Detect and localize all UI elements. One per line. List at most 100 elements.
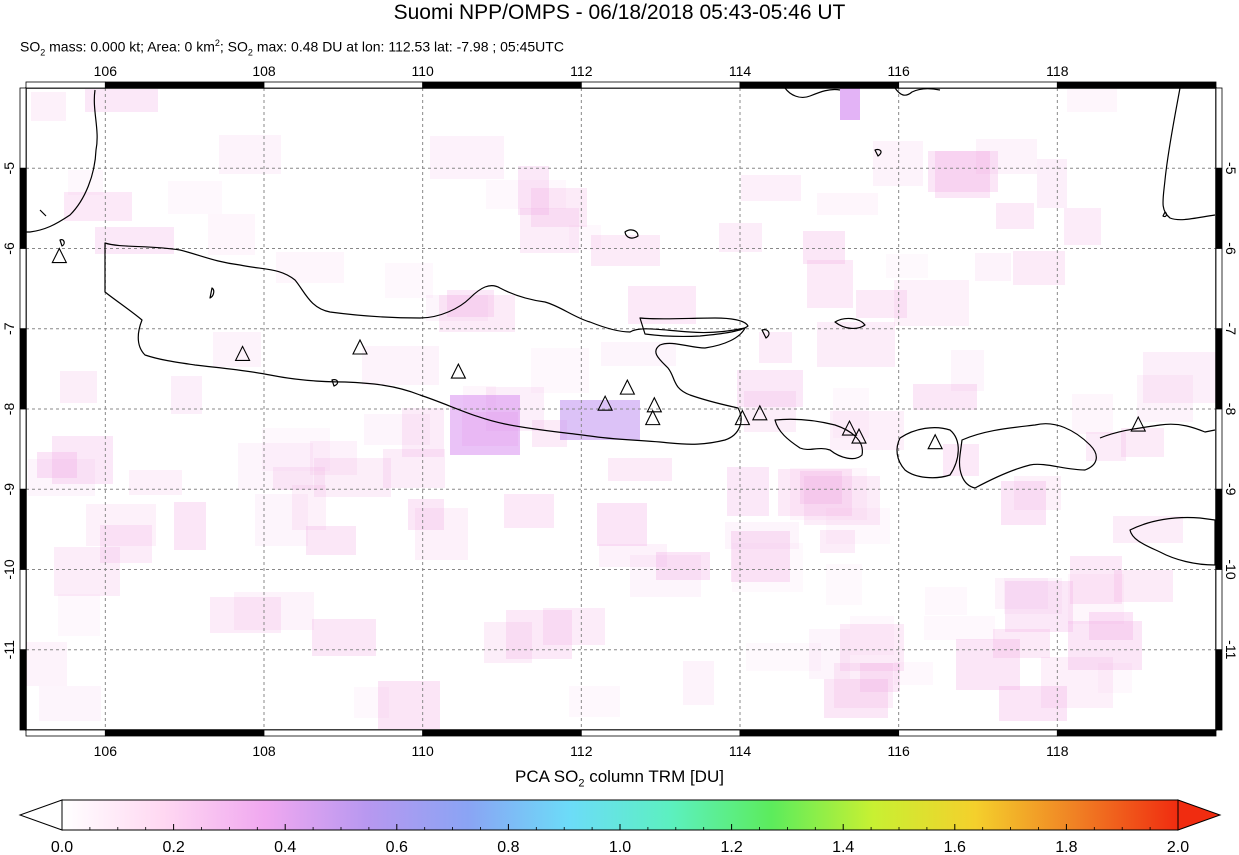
frame-bar-top [422, 81, 582, 89]
so2-pixel [924, 616, 995, 640]
volcano-icon [234, 345, 251, 361]
so2-pixel [925, 587, 967, 615]
so2-pixel [234, 592, 314, 630]
lon-tick-label-top: 116 [888, 63, 911, 79]
so2-pixel [504, 494, 554, 528]
so2-pixel [385, 263, 433, 298]
lat-tick-label-left: -6 [1, 242, 17, 255]
so2-pixel [778, 469, 852, 516]
so2-pixel [956, 639, 1020, 690]
coastline-java [104, 242, 746, 445]
coastline-sumba [1129, 516, 1216, 566]
volcano-icon [597, 394, 614, 411]
colorbar-tick-label: 1.4 [832, 839, 854, 855]
so2-pixel [1001, 481, 1046, 525]
coastline-small-islands [39, 148, 1168, 387]
colorbar-tick-label: 0.4 [274, 839, 296, 855]
colorbar-tick-label: 0.8 [497, 839, 519, 855]
so2-pixel [95, 227, 174, 254]
so2-pixel [1114, 570, 1173, 602]
colorbar-under-arrow [18, 799, 63, 831]
coastline-madura [639, 317, 749, 337]
colorbar-tick-label: 0.2 [162, 839, 184, 855]
so2-pixel [1143, 352, 1221, 403]
frame-bar-right [1215, 248, 1223, 330]
so2-pixel [1070, 556, 1122, 604]
so2-pixel [60, 371, 97, 403]
so2-pixel [809, 629, 850, 679]
so2-pixel [31, 92, 66, 121]
so2-pixel [1014, 476, 1061, 510]
colorbar-tick-label: 1.6 [944, 839, 966, 855]
so2-pixel [759, 332, 792, 363]
so2-pixel [820, 530, 855, 553]
volcano-icon [1130, 415, 1147, 432]
so2-pixel [591, 235, 660, 266]
so2-pixel [52, 436, 113, 484]
frame-bar-left [19, 408, 27, 490]
volcano-layer [51, 247, 1147, 450]
frame-bar-bottom [898, 729, 1058, 737]
frame-bar-right [1215, 328, 1223, 410]
so2-pixel [746, 643, 821, 671]
volcano-icon [927, 433, 944, 450]
so2-pixel [219, 135, 281, 174]
lat-tick-label-right: -10 [1223, 559, 1239, 579]
frame-bar-bottom [104, 729, 265, 737]
volcano-icon [851, 427, 867, 444]
lon-tick-label-bottom: 116 [888, 743, 911, 759]
lat-tick-label-right: -7 [1223, 323, 1239, 336]
frame-bar-right [1215, 649, 1223, 731]
so2-pixel [860, 663, 900, 692]
so2-pixel [656, 552, 710, 580]
so2-pixel [415, 508, 468, 560]
frame-bar-bottom [422, 729, 582, 737]
so2-pixel [840, 88, 860, 120]
lon-tick-label-bottom: 112 [570, 743, 593, 759]
coastline-layer [25, 87, 1216, 566]
so2-summary: SO2 mass: 0.000 kt; Area: 0 km2; SO2 max… [20, 38, 564, 58]
coastline-flores [1099, 423, 1216, 439]
so2-pixel [628, 286, 696, 324]
so2-pixel [1068, 621, 1142, 670]
so2-pixel [840, 624, 904, 671]
so2-pixel [543, 608, 605, 645]
so2-pixel [484, 622, 532, 663]
so2-pixel [597, 503, 647, 546]
so2-pixel [817, 322, 895, 367]
so2-pixel-layer [26, 88, 1221, 729]
colorbar-tick-label: 1.8 [1055, 839, 1077, 855]
lat-tick-label-right: -9 [1223, 483, 1239, 496]
frame-bar-top [580, 81, 741, 89]
so2-pixel [731, 531, 790, 582]
so2-pixel [993, 629, 1050, 658]
so2-pixel [928, 151, 998, 192]
so2-pixel [310, 441, 357, 475]
so2-pixel [68, 170, 103, 195]
so2-pixel [383, 449, 445, 488]
so2-pixel [168, 181, 222, 214]
frame-bar-right [1215, 167, 1223, 249]
so2-pixel [824, 679, 888, 718]
so2-pixel [262, 428, 330, 471]
volcano-icon [352, 338, 368, 355]
lon-tick-label-bottom: 114 [729, 743, 752, 759]
lat-tick-label-left: -11 [1, 640, 17, 659]
so2-pixel [683, 661, 714, 705]
so2-pixel [174, 502, 206, 550]
so2-pixel [39, 686, 101, 721]
frame-bar-bottom [580, 729, 741, 737]
so2-pixel [886, 254, 928, 278]
frame-bar-right [1215, 408, 1223, 490]
frame-bar-right [1215, 569, 1223, 651]
so2-pixel [64, 192, 132, 221]
coastline-bali [774, 418, 863, 460]
so2-pixel [1041, 657, 1113, 708]
colorbar-gradient [61, 799, 1179, 831]
so2-pixel [447, 290, 494, 317]
lon-tick-label-top: 112 [570, 63, 593, 79]
so2-pixel [817, 193, 878, 215]
so2-pixel [238, 443, 313, 490]
so2-pixel [826, 508, 890, 544]
